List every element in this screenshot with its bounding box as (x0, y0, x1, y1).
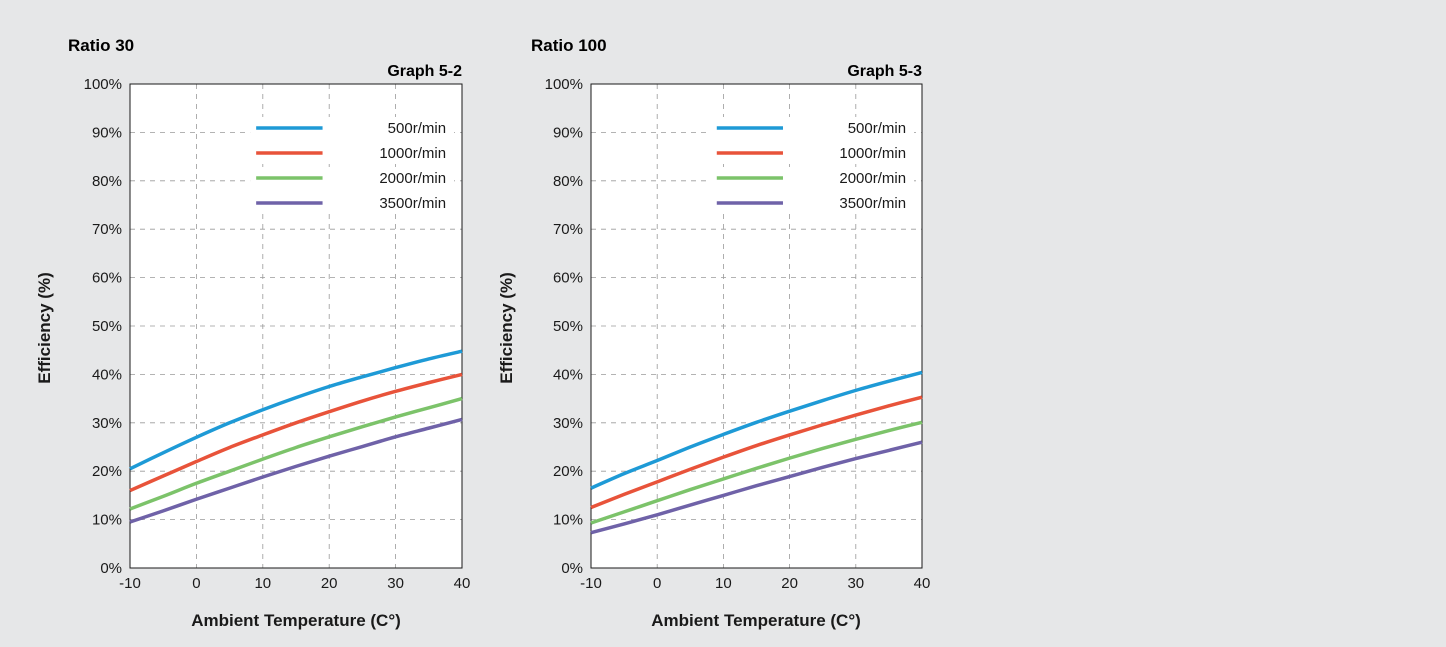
series-line-500rmin (590, 370, 923, 490)
y-tick-label: 50% (92, 318, 122, 335)
x-tick-label: 20 (321, 575, 338, 592)
y-tick-label: 20% (553, 463, 583, 480)
legend-label: 1000r/min (839, 145, 906, 162)
y-tick-label: 60% (92, 270, 122, 287)
y-tick-label: 100% (84, 76, 122, 93)
y-tick-label: 40% (92, 366, 122, 383)
y-tick-label: 20% (92, 463, 122, 480)
legend-label: 3500r/min (839, 195, 906, 212)
series-line-2000rmin (129, 396, 463, 511)
graph-label: Graph 5-3 (847, 63, 922, 80)
x-tick-label: 30 (847, 575, 864, 592)
y-tick-label: 60% (553, 270, 583, 287)
legend-label: 500r/min (848, 120, 906, 137)
x-tick-label: -10 (580, 575, 602, 592)
legend-label: 3500r/min (379, 195, 446, 212)
y-tick-label: 30% (553, 415, 583, 432)
y-axis-title: Efficiency (%) (35, 272, 54, 383)
x-tick-label: 10 (254, 575, 271, 592)
y-tick-label: 40% (553, 366, 583, 383)
y-tick-label: 70% (553, 221, 583, 238)
y-tick-label: 0% (561, 560, 583, 577)
chart-panel-ratio-30: Ratio 30 Graph 5-2 Efficiency (%) Ambien… (35, 36, 470, 630)
legend-background (710, 117, 914, 139)
y-tick-label: 10% (92, 512, 122, 529)
x-tick-label: 10 (715, 575, 732, 592)
y-axis-title: Efficiency (%) (497, 272, 516, 383)
x-tick-label: 20 (781, 575, 798, 592)
x-tick-label: 40 (914, 575, 931, 592)
chart-title: Ratio 100 (531, 36, 607, 55)
y-tick-label: 80% (553, 173, 583, 190)
legend-background (710, 142, 914, 164)
y-tick-label: 90% (553, 124, 583, 141)
legend-label: 1000r/min (379, 145, 446, 162)
graph-label: Graph 5-2 (387, 63, 462, 80)
legend-background (250, 167, 454, 189)
y-tick-label: 0% (100, 560, 122, 577)
y-tick-label: 30% (92, 415, 122, 432)
y-tick-label: 50% (553, 318, 583, 335)
legend-background (710, 167, 914, 189)
series-line-1000rmin (129, 372, 463, 493)
series-line-500rmin (129, 349, 463, 471)
series-line-2000rmin (590, 420, 923, 525)
plot-border (590, 83, 923, 569)
x-tick-label: 0 (653, 575, 661, 592)
y-tick-label: 90% (92, 124, 122, 141)
chart-panel-ratio-100: Ratio 100 Graph 5-3 Efficiency (%) Ambie… (497, 36, 930, 630)
plot-border (129, 83, 463, 569)
legend: 500r/min 1000r/min 2000r/min 3500r/min (250, 117, 454, 214)
legend-background (250, 192, 454, 214)
x-tick-label: 40 (454, 575, 471, 592)
series-line-3500rmin (129, 417, 463, 524)
x-tick-label: 0 (192, 575, 200, 592)
legend-background (250, 117, 454, 139)
x-axis-title: Ambient Temperature (C°) (651, 611, 861, 630)
chart-title: Ratio 30 (68, 36, 134, 55)
series-line-1000rmin (590, 395, 923, 510)
legend-background (710, 192, 914, 214)
y-tick-label: 100% (545, 76, 583, 93)
series-line-3500rmin (590, 440, 923, 535)
x-tick-label: 30 (387, 575, 404, 592)
y-tick-label: 70% (92, 221, 122, 238)
y-tick-label: 10% (553, 512, 583, 529)
legend-background (250, 142, 454, 164)
x-tick-label: -10 (119, 575, 141, 592)
legend-label: 2000r/min (839, 170, 906, 187)
legend: 500r/min 1000r/min 2000r/min 3500r/min (710, 117, 914, 214)
legend-label: 2000r/min (379, 170, 446, 187)
y-tick-label: 80% (92, 173, 122, 190)
x-axis-title: Ambient Temperature (C°) (191, 611, 401, 630)
legend-label: 500r/min (388, 120, 446, 137)
